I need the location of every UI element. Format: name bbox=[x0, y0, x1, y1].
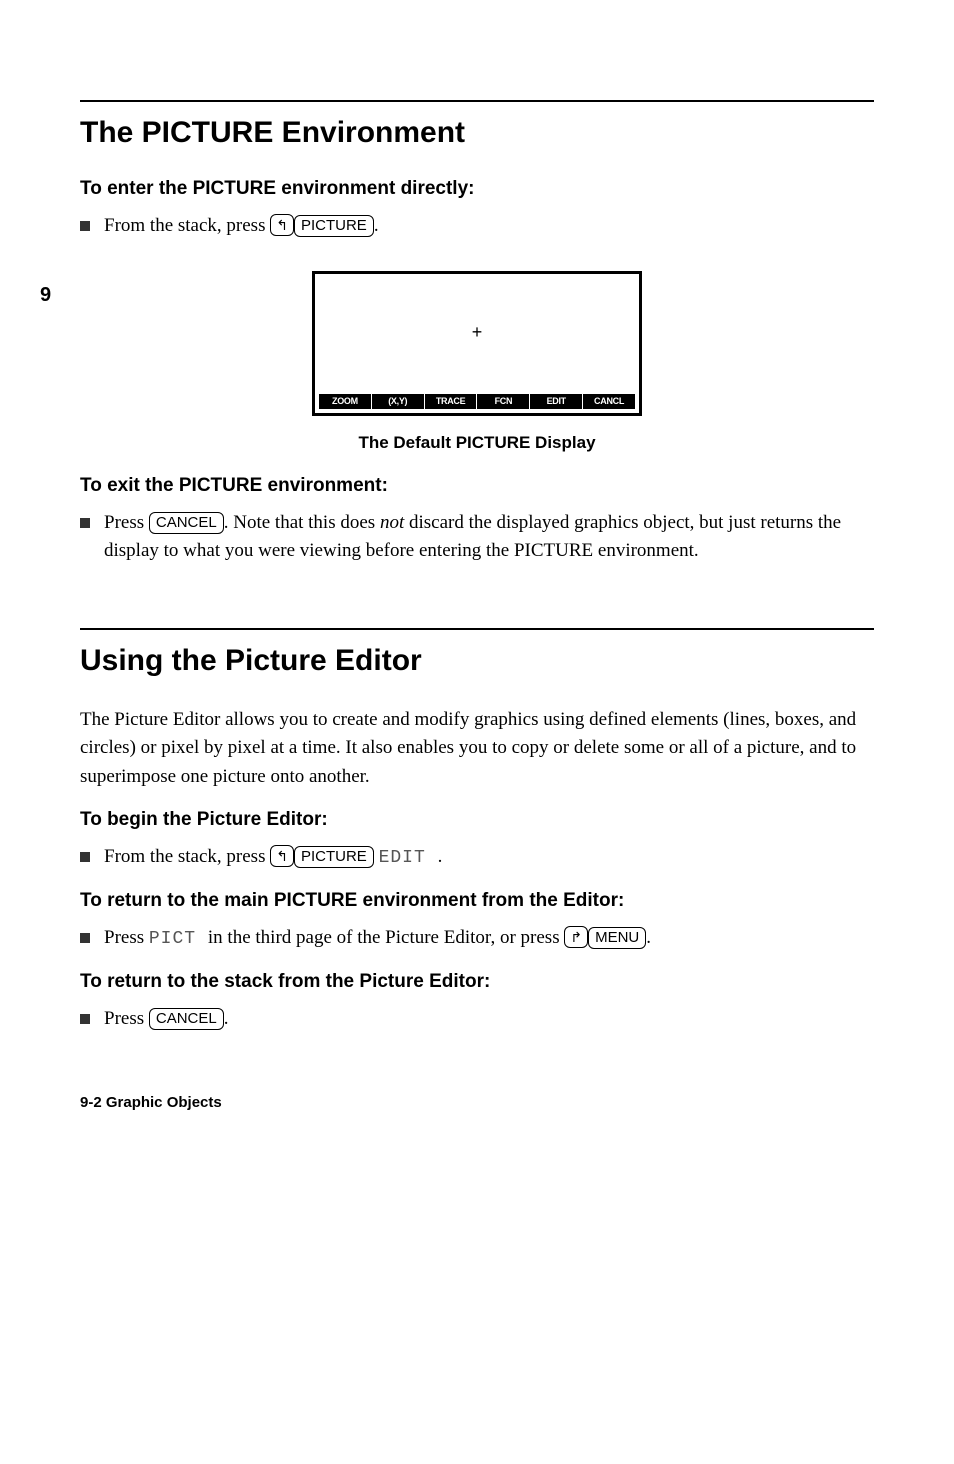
picture-key-2: PICTURE bbox=[294, 846, 374, 868]
begin-bullet: From the stack, press ↰PICTURE EDIT . bbox=[80, 843, 874, 872]
bullet-icon bbox=[80, 221, 90, 231]
section-rule bbox=[80, 100, 874, 102]
page-content: The PICTURE Environment To enter the PIC… bbox=[0, 0, 954, 1151]
return-env-bullet: Press PICT in the third page of the Pict… bbox=[80, 924, 874, 953]
bullet-icon bbox=[80, 933, 90, 943]
bullet-icon bbox=[80, 1014, 90, 1024]
return-stack-text: Press CANCEL. bbox=[104, 1005, 874, 1034]
menu-pict-label: PICT bbox=[149, 929, 208, 949]
menu-key: MENU bbox=[588, 927, 646, 949]
side-page-number: 9 bbox=[40, 284, 51, 307]
cancel-key-2: CANCEL bbox=[149, 1008, 224, 1030]
menu-edit-label: EDIT bbox=[379, 848, 438, 868]
exit-bullet-text: Press CANCEL. Note that this does not di… bbox=[104, 509, 874, 566]
cancel-key: CANCEL bbox=[149, 512, 224, 534]
section2-title: Using the Picture Editor bbox=[80, 644, 874, 678]
shift-right-key: ↱ bbox=[564, 926, 588, 948]
shift-left-key: ↰ bbox=[270, 214, 294, 236]
section2-intro: The Picture Editor allows you to create … bbox=[80, 706, 874, 792]
page-footer: 9-2 Graphic Objects bbox=[80, 1094, 874, 1111]
menu-cancl: CANCL bbox=[583, 394, 635, 409]
return-stack-bullet: Press CANCEL. bbox=[80, 1005, 874, 1034]
sub-begin: To begin the Picture Editor: bbox=[80, 809, 874, 831]
bullet-icon bbox=[80, 518, 90, 528]
period1: . bbox=[374, 215, 379, 236]
return-env-mid: in the third page of the Picture Editor,… bbox=[208, 927, 564, 948]
section1-title: The PICTURE Environment bbox=[80, 116, 874, 150]
sub-enter: To enter the PICTURE environment directl… bbox=[80, 178, 874, 200]
enter-bullet: From the stack, press ↰PICTURE. bbox=[80, 212, 874, 241]
pict-screen: + ZOOM (X,Y) TRACE FCN EDIT CANCL bbox=[312, 271, 642, 416]
begin-pre: From the stack, press bbox=[104, 846, 270, 867]
figure-caption: The Default PICTURE Display bbox=[80, 433, 874, 453]
sub-return-stack: To return to the stack from the Picture … bbox=[80, 971, 874, 993]
sub-exit: To exit the PICTURE environment: bbox=[80, 475, 874, 497]
exit-pre: Press bbox=[104, 512, 149, 533]
pict-menu-bar: ZOOM (X,Y) TRACE FCN EDIT CANCL bbox=[319, 394, 635, 409]
exit-italic: not bbox=[380, 512, 404, 533]
return-env-text: Press PICT in the third page of the Pict… bbox=[104, 924, 874, 953]
menu-fcn: FCN bbox=[477, 394, 529, 409]
shift-left-key-2: ↰ bbox=[270, 845, 294, 867]
period3: . bbox=[646, 927, 651, 948]
exit-bullet: Press CANCEL. Note that this does not di… bbox=[80, 509, 874, 566]
menu-trace: TRACE bbox=[425, 394, 477, 409]
enter-pre: From the stack, press bbox=[104, 215, 270, 236]
period2: . bbox=[438, 846, 443, 867]
begin-bullet-text: From the stack, press ↰PICTURE EDIT . bbox=[104, 843, 874, 872]
menu-xy: (X,Y) bbox=[372, 394, 424, 409]
picture-key: PICTURE bbox=[294, 215, 374, 237]
pict-cursor: + bbox=[472, 322, 483, 343]
menu-zoom: ZOOM bbox=[319, 394, 371, 409]
enter-bullet-text: From the stack, press ↰PICTURE. bbox=[104, 212, 874, 241]
exit-post-a: . Note that this does bbox=[224, 512, 380, 533]
period4: . bbox=[224, 1008, 229, 1029]
sub-return-env: To return to the main PICTURE environmen… bbox=[80, 890, 874, 912]
return-stack-pre: Press bbox=[104, 1008, 149, 1029]
section-rule-2 bbox=[80, 628, 874, 630]
return-env-pre: Press bbox=[104, 927, 149, 948]
bullet-icon bbox=[80, 852, 90, 862]
figure: + ZOOM (X,Y) TRACE FCN EDIT CANCL The De… bbox=[80, 271, 874, 453]
menu-edit: EDIT bbox=[530, 394, 582, 409]
